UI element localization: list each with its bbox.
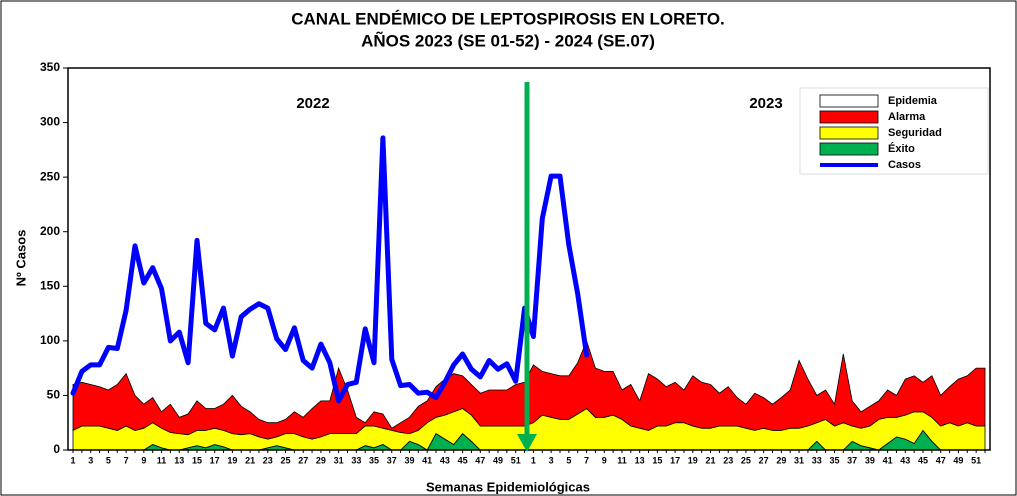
x-tick-label: 51 — [971, 455, 981, 465]
x-tick-label: 15 — [192, 455, 202, 465]
x-tick-label: 31 — [334, 455, 344, 465]
annotation: 2023 — [749, 95, 782, 112]
x-tick-label: 1 — [70, 455, 75, 465]
x-tick-label: 17 — [210, 455, 220, 465]
x-tick-label: 7 — [124, 455, 129, 465]
x-tick-label: 41 — [883, 455, 893, 465]
y-tick-label: 300 — [40, 115, 60, 129]
x-tick-label: 29 — [316, 455, 326, 465]
y-tick-label: 50 — [47, 388, 61, 402]
x-tick-label: 21 — [245, 455, 255, 465]
annotation: 2022 — [296, 95, 329, 112]
x-tick-label: 45 — [458, 455, 468, 465]
chart-title: CANAL ENDÉMICO DE LEPTOSPIROSIS EN LORET… — [291, 9, 725, 28]
x-tick-label: 11 — [617, 455, 627, 465]
x-tick-label: 5 — [106, 455, 111, 465]
y-tick-label: 250 — [40, 169, 60, 183]
x-tick-label: 19 — [227, 455, 237, 465]
legend-swatch — [819, 94, 879, 108]
x-tick-label: 45 — [918, 455, 928, 465]
x-tick-label: 3 — [88, 455, 93, 465]
x-tick-label: 11 — [157, 455, 167, 465]
x-tick-label: 41 — [422, 455, 432, 465]
legend-swatch — [819, 126, 879, 140]
x-tick-label: 33 — [812, 455, 822, 465]
x-tick-label: 1 — [531, 455, 536, 465]
legend-swatch — [819, 142, 879, 156]
x-tick-label: 5 — [566, 455, 571, 465]
arrow-head — [517, 434, 537, 452]
x-tick-label: 51 — [511, 455, 521, 465]
x-tick-label: 27 — [298, 455, 308, 465]
x-tick-label: 27 — [759, 455, 769, 465]
x-tick-label: 47 — [936, 455, 946, 465]
x-tick-label: 13 — [174, 455, 184, 465]
x-tick-label: 37 — [847, 455, 857, 465]
y-tick-label: 150 — [40, 278, 60, 292]
chart-subtitle: AÑOS 2023 (SE 01-52) - 2024 (SE.07) — [361, 30, 655, 50]
x-tick-label: 49 — [953, 455, 963, 465]
x-tick-label: 3 — [549, 455, 554, 465]
x-tick-label: 25 — [280, 455, 290, 465]
y-axis-label: Nº Casos — [13, 230, 28, 287]
x-tick-label: 47 — [475, 455, 485, 465]
x-tick-label: 23 — [723, 455, 733, 465]
x-axis-label: Semanas Epidemiológicas — [426, 479, 590, 494]
legend-label: Epidemia — [888, 95, 938, 107]
legend-label: Seguridad — [888, 127, 942, 139]
x-tick-label: 43 — [900, 455, 910, 465]
x-tick-label: 23 — [263, 455, 273, 465]
x-tick-label: 21 — [706, 455, 716, 465]
legend-swatch — [819, 110, 879, 124]
plot-frame — [67, 67, 991, 451]
x-tick-label: 9 — [602, 455, 607, 465]
y-tick-label: 200 — [40, 224, 60, 238]
y-tick-label: 350 — [40, 60, 60, 74]
legend-label: Alarma — [888, 111, 926, 123]
x-tick-label: 19 — [688, 455, 698, 465]
x-tick-label: 9 — [141, 455, 146, 465]
legend-label: Éxito — [888, 142, 915, 155]
x-tick-label: 33 — [351, 455, 361, 465]
x-tick-label: 15 — [652, 455, 662, 465]
x-tick-label: 43 — [440, 455, 450, 465]
cases-line — [70, 135, 590, 404]
legend-label: Casos — [888, 159, 921, 171]
x-tick-label: 39 — [404, 455, 414, 465]
y-tick-label: 100 — [40, 333, 60, 347]
x-tick-label: 29 — [776, 455, 786, 465]
x-tick-label: 17 — [670, 455, 680, 465]
x-tick-label: 35 — [369, 455, 379, 465]
y-tick-label: 0 — [53, 442, 60, 456]
x-tick-label: 7 — [584, 455, 589, 465]
x-tick-label: 37 — [387, 455, 397, 465]
x-tick-label: 49 — [493, 455, 503, 465]
x-tick-label: 39 — [865, 455, 875, 465]
x-tick-label: 31 — [794, 455, 804, 465]
x-tick-label: 13 — [635, 455, 645, 465]
x-tick-label: 35 — [829, 455, 839, 465]
x-tick-label: 25 — [741, 455, 751, 465]
